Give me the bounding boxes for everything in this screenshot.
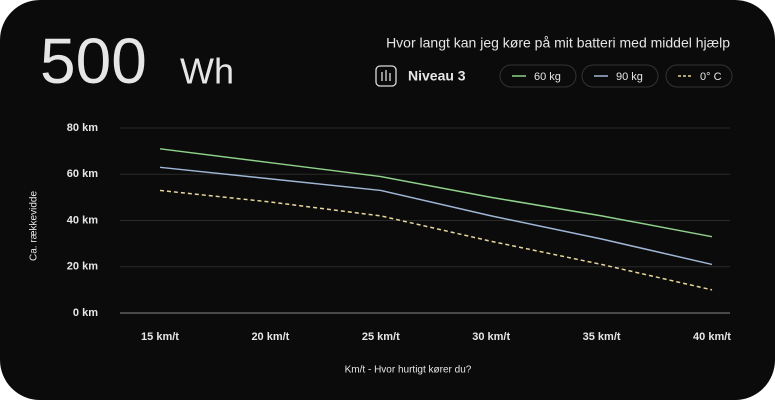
- y-tick-label: 0 km: [73, 307, 98, 319]
- x-tick-label: 40 km/t: [693, 331, 731, 343]
- level-icon: [375, 65, 397, 87]
- energy-unit: Wh: [180, 51, 234, 92]
- level-button[interactable]: Niveau 3: [375, 65, 466, 87]
- subtitle: Hvor langt kan jeg køre på mit batteri m…: [386, 35, 730, 51]
- legend-item[interactable]: 0° C: [665, 64, 733, 88]
- series-line: [159, 189, 713, 291]
- y-tick-label: 80 km: [67, 122, 98, 134]
- y-tick-label: 60 km: [67, 168, 98, 180]
- x-tick-label: 20 km/t: [251, 331, 289, 343]
- legend-label: 90 kg: [616, 71, 643, 83]
- legend-pill: [665, 64, 733, 88]
- legend-pill: [499, 64, 577, 88]
- level-label: Niveau 3: [408, 68, 466, 84]
- x-tick-label: 30 km/t: [472, 331, 510, 343]
- legend-pill: [581, 64, 659, 88]
- x-tick-label: 15 km/t: [141, 331, 179, 343]
- y-tick-label: 20 km: [67, 261, 98, 273]
- series-line: [159, 148, 713, 238]
- legend-item[interactable]: 60 kg: [499, 64, 577, 88]
- x-axis-title: Km/t - Hvor hurtigt kører du?: [345, 365, 472, 376]
- x-tick-label: 35 km/t: [583, 331, 621, 343]
- series-line: [159, 166, 713, 266]
- y-axis-title: Ca. rækkevidde: [29, 191, 40, 261]
- x-tick-label: 25 km/t: [362, 331, 400, 343]
- legend-label: 0° C: [700, 71, 722, 83]
- legend-item[interactable]: 90 kg: [581, 64, 659, 88]
- energy-value: 500: [40, 25, 147, 97]
- legend-label: 60 kg: [534, 71, 561, 83]
- level-icon-bars: [381, 70, 391, 81]
- y-tick-label: 40 km: [67, 214, 98, 226]
